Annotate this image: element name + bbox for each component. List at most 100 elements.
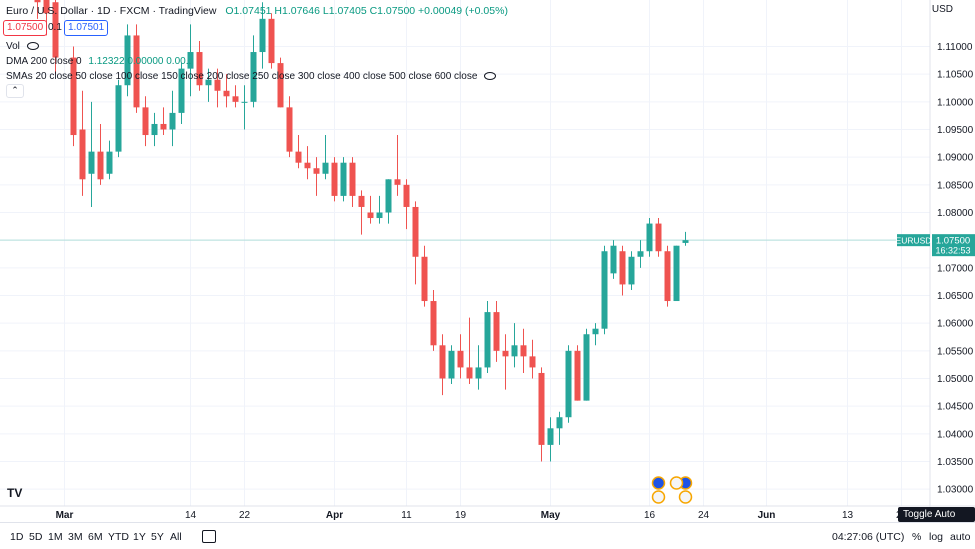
candle-down[interactable] xyxy=(493,312,500,351)
utc-clock[interactable]: 04:27:06 (UTC) xyxy=(832,531,905,543)
candle-down[interactable] xyxy=(313,168,320,174)
candle-up[interactable] xyxy=(169,112,176,130)
candle-down[interactable] xyxy=(664,251,671,302)
candle-down[interactable] xyxy=(34,0,41,3)
candle-up[interactable] xyxy=(484,312,491,368)
candle-up[interactable] xyxy=(601,251,608,329)
candle-up[interactable] xyxy=(187,52,194,69)
candle-up[interactable] xyxy=(547,428,554,445)
candle-up[interactable] xyxy=(556,417,563,429)
range-button-5d[interactable]: 5D xyxy=(29,531,43,543)
candle-down[interactable] xyxy=(439,345,446,379)
candle-down[interactable] xyxy=(295,151,302,163)
candle-down[interactable] xyxy=(430,301,437,346)
candle-up[interactable] xyxy=(583,334,590,401)
candle-down[interactable] xyxy=(70,57,77,136)
tradingview-logo[interactable]: TV xyxy=(7,486,23,500)
candle-down[interactable] xyxy=(52,2,59,58)
candle-down[interactable] xyxy=(421,256,428,302)
eye-hidden-icon[interactable] xyxy=(26,42,39,51)
us-flag-icon[interactable] xyxy=(651,490,666,504)
candle-down[interactable] xyxy=(520,345,527,357)
candle-down[interactable] xyxy=(196,52,203,86)
candle-down[interactable] xyxy=(538,372,545,445)
candle-up[interactable] xyxy=(610,245,617,274)
candle-up[interactable] xyxy=(385,179,392,213)
range-button-ytd[interactable]: YTD xyxy=(108,531,129,543)
candle-down[interactable] xyxy=(412,206,419,257)
collapse-legend-button[interactable]: ⌃ xyxy=(6,84,24,98)
candle-down[interactable] xyxy=(232,96,239,102)
auto-scale-button[interactable]: auto xyxy=(950,531,971,543)
range-button-5y[interactable]: 5Y xyxy=(151,531,164,543)
candlestick-chart[interactable]: 1.03000 1.03500 1.04000 1.04500 1.05000 1.055… xyxy=(0,0,975,522)
candle-up[interactable] xyxy=(682,240,689,243)
candle-up[interactable] xyxy=(88,151,95,174)
candle-down[interactable] xyxy=(223,90,230,97)
candle-up[interactable] xyxy=(511,345,518,357)
candle-up[interactable] xyxy=(565,350,572,418)
candle-up[interactable] xyxy=(205,79,212,86)
candle-up[interactable] xyxy=(646,223,653,252)
candle-down[interactable] xyxy=(502,350,509,357)
buy-price-button[interactable]: 1.07501 xyxy=(64,20,109,36)
candle-up[interactable] xyxy=(124,35,131,86)
candle-down[interactable] xyxy=(214,79,221,91)
candle-down[interactable] xyxy=(466,367,473,379)
range-button-1d[interactable]: 1D xyxy=(10,531,24,543)
candle-up[interactable] xyxy=(475,367,482,379)
dma-legend[interactable]: DMA 200 close 0 1.12322 0.00000 0.00.. xyxy=(6,56,191,67)
candle-down[interactable] xyxy=(43,0,50,14)
candle-down[interactable] xyxy=(529,356,536,368)
candle-up[interactable] xyxy=(628,256,635,285)
symbol-title[interactable]: Euro / U.S. Dollar · 1D · FXCM · Trading… xyxy=(6,5,217,17)
candle-down[interactable] xyxy=(358,195,365,207)
candle-down[interactable] xyxy=(268,18,275,64)
candle-down[interactable] xyxy=(79,129,86,180)
candle-up[interactable] xyxy=(340,162,347,196)
candle-up[interactable] xyxy=(106,151,113,174)
range-button-all[interactable]: All xyxy=(170,531,182,543)
candle-down[interactable] xyxy=(367,212,374,219)
candle-up[interactable] xyxy=(322,162,329,174)
log-scale-button[interactable]: log xyxy=(929,531,944,543)
currency-label[interactable]: USD xyxy=(931,4,953,15)
us-flag-icon[interactable] xyxy=(678,490,693,504)
range-button-1m[interactable]: 1M xyxy=(48,531,63,543)
sma-legend[interactable]: SMAs 20 close 50 close 100 close 150 clo… xyxy=(6,71,497,82)
candle-down[interactable] xyxy=(304,162,311,169)
candle-down[interactable] xyxy=(331,162,338,196)
candle-down[interactable] xyxy=(142,107,149,136)
candle-down[interactable] xyxy=(655,223,662,252)
candle-down[interactable] xyxy=(457,350,464,368)
sell-price-button[interactable]: 1.07500 xyxy=(3,20,48,36)
candle-up[interactable] xyxy=(259,18,266,53)
us-flag-icon[interactable] xyxy=(669,476,684,490)
range-button-1y[interactable]: 1Y xyxy=(133,531,146,543)
candle-up[interactable] xyxy=(241,101,248,103)
volume-legend[interactable]: Vol xyxy=(6,41,39,52)
candle-up[interactable] xyxy=(592,328,599,335)
candle-down[interactable] xyxy=(277,63,284,108)
candle-down[interactable] xyxy=(97,151,104,180)
candle-down[interactable] xyxy=(349,162,356,196)
range-button-3m[interactable]: 3M xyxy=(68,531,83,543)
candle-up[interactable] xyxy=(115,85,122,152)
candle-up[interactable] xyxy=(673,245,680,302)
candle-down[interactable] xyxy=(574,350,581,401)
candle-up[interactable] xyxy=(448,350,455,379)
candle-down[interactable] xyxy=(286,107,293,152)
candle-up[interactable] xyxy=(250,52,257,102)
percent-scale-button[interactable]: % xyxy=(912,531,922,543)
eye-hidden-icon[interactable] xyxy=(484,72,497,81)
candle-down[interactable] xyxy=(619,251,626,285)
eu-flag-icon[interactable] xyxy=(651,476,666,490)
calendar-icon[interactable] xyxy=(202,530,216,543)
candle-down[interactable] xyxy=(160,123,167,130)
candle-up[interactable] xyxy=(151,123,158,136)
candle-down[interactable] xyxy=(394,179,401,185)
range-button-6m[interactable]: 6M xyxy=(88,531,103,543)
candle-up[interactable] xyxy=(178,68,185,113)
candle-up[interactable] xyxy=(637,251,644,257)
candle-down[interactable] xyxy=(133,35,140,108)
